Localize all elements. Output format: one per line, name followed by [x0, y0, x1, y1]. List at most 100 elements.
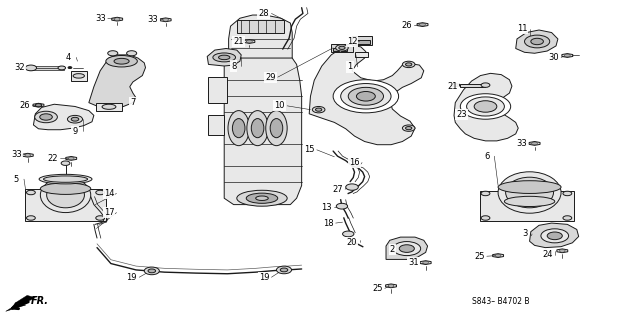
Polygon shape — [309, 45, 424, 145]
Bar — [97, 103, 122, 111]
Ellipse shape — [102, 104, 116, 109]
Circle shape — [524, 35, 550, 48]
Circle shape — [333, 80, 399, 113]
Polygon shape — [228, 15, 292, 64]
Bar — [355, 52, 369, 57]
Polygon shape — [420, 261, 431, 265]
Ellipse shape — [270, 119, 283, 138]
Ellipse shape — [40, 178, 91, 212]
Circle shape — [406, 63, 412, 66]
Text: 4: 4 — [66, 53, 71, 62]
Polygon shape — [529, 223, 579, 248]
Circle shape — [276, 266, 292, 274]
Circle shape — [35, 104, 41, 107]
Polygon shape — [557, 249, 568, 253]
Circle shape — [35, 111, 57, 123]
Bar — [25, 189, 107, 220]
Circle shape — [563, 216, 572, 220]
Circle shape — [481, 216, 490, 220]
Polygon shape — [386, 284, 396, 288]
Text: 17: 17 — [103, 208, 114, 217]
Ellipse shape — [228, 111, 249, 146]
Circle shape — [453, 84, 457, 86]
Bar — [29, 66, 64, 70]
Text: S843– B4702 B: S843– B4702 B — [471, 297, 529, 306]
Circle shape — [466, 97, 504, 116]
Text: 27: 27 — [333, 185, 343, 194]
Polygon shape — [160, 18, 171, 22]
Circle shape — [68, 157, 74, 160]
Text: 5: 5 — [14, 175, 19, 184]
Circle shape — [148, 269, 156, 273]
Circle shape — [399, 245, 415, 252]
Polygon shape — [207, 49, 241, 66]
Text: 23: 23 — [456, 110, 467, 119]
Circle shape — [474, 101, 497, 112]
Text: 9: 9 — [73, 127, 78, 136]
Circle shape — [563, 191, 572, 196]
Circle shape — [481, 191, 490, 196]
Text: 21: 21 — [233, 37, 244, 46]
Circle shape — [336, 45, 348, 51]
Circle shape — [27, 216, 35, 220]
Circle shape — [423, 261, 428, 264]
Circle shape — [547, 232, 562, 240]
Ellipse shape — [47, 182, 85, 208]
Text: 13: 13 — [322, 203, 332, 212]
Ellipse shape — [106, 55, 138, 67]
Ellipse shape — [498, 181, 561, 194]
Polygon shape — [6, 295, 35, 311]
Text: 2: 2 — [390, 245, 395, 254]
Circle shape — [341, 84, 391, 109]
Text: 3: 3 — [522, 229, 528, 238]
Circle shape — [58, 66, 66, 70]
Text: 8: 8 — [231, 61, 237, 70]
Circle shape — [403, 61, 415, 68]
Bar — [331, 44, 353, 52]
Bar — [460, 84, 485, 87]
Circle shape — [406, 126, 412, 130]
Text: 25: 25 — [474, 252, 485, 261]
Ellipse shape — [266, 111, 287, 146]
Circle shape — [71, 117, 79, 121]
Text: 15: 15 — [304, 145, 314, 154]
Polygon shape — [529, 141, 540, 145]
Text: 22: 22 — [47, 154, 57, 163]
Circle shape — [40, 114, 52, 120]
Polygon shape — [417, 23, 428, 27]
Text: 28: 28 — [259, 9, 269, 18]
Circle shape — [532, 142, 538, 145]
Text: 1: 1 — [348, 62, 353, 71]
Ellipse shape — [246, 193, 278, 203]
Circle shape — [420, 23, 425, 26]
Circle shape — [35, 104, 42, 107]
Circle shape — [312, 107, 325, 113]
Bar — [208, 116, 224, 134]
Text: 29: 29 — [265, 73, 275, 82]
Ellipse shape — [256, 196, 268, 200]
Bar — [237, 20, 284, 33]
Bar — [333, 48, 339, 51]
Polygon shape — [66, 156, 76, 160]
Circle shape — [541, 229, 569, 243]
Ellipse shape — [40, 183, 91, 195]
Text: 16: 16 — [349, 158, 360, 167]
Circle shape — [346, 184, 358, 190]
Polygon shape — [562, 53, 573, 57]
Text: 18: 18 — [323, 219, 333, 228]
Circle shape — [96, 190, 105, 195]
Circle shape — [393, 242, 421, 256]
Ellipse shape — [505, 177, 553, 208]
Text: 33: 33 — [517, 139, 528, 148]
Ellipse shape — [498, 172, 561, 213]
Text: 7: 7 — [130, 98, 136, 107]
Text: 33: 33 — [11, 150, 22, 159]
Circle shape — [68, 67, 72, 68]
Circle shape — [25, 65, 37, 71]
Circle shape — [560, 249, 565, 252]
Polygon shape — [89, 55, 146, 108]
Text: 33: 33 — [148, 15, 158, 24]
Circle shape — [481, 83, 490, 87]
Text: 21: 21 — [447, 82, 458, 91]
Bar — [352, 36, 372, 45]
